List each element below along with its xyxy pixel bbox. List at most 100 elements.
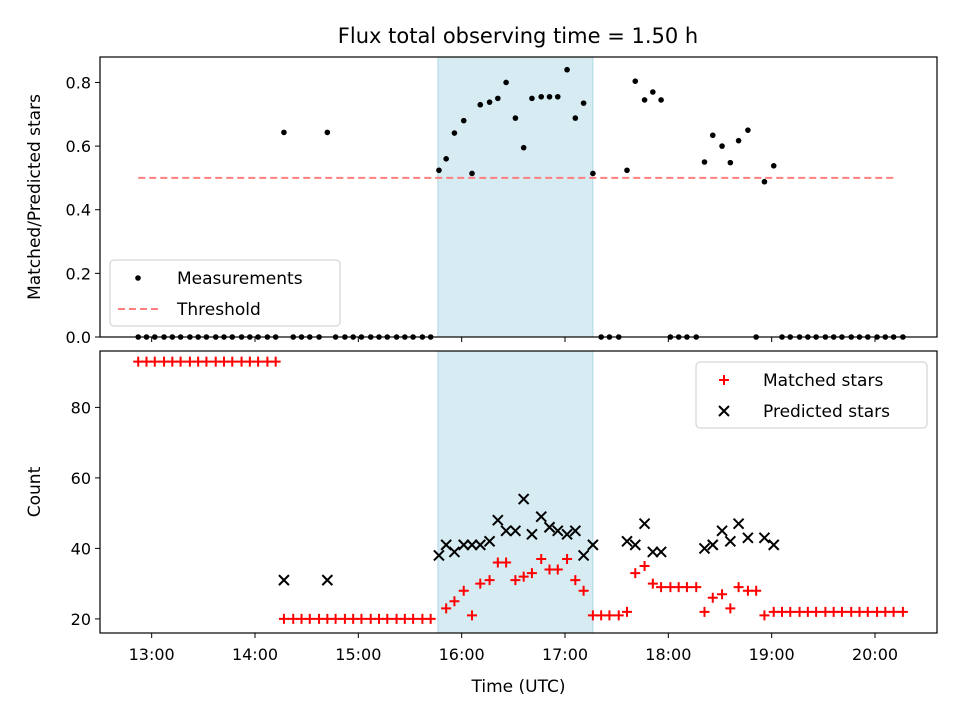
predicted-star-point	[724, 535, 737, 548]
measurement-point	[564, 66, 570, 73]
legend: Matched stars Predicted stars	[695, 361, 928, 429]
predicted-star-point	[433, 549, 445, 562]
matched-star-point	[691, 582, 702, 593]
matched-star-point	[888, 606, 899, 617]
y-axis-label: Count	[25, 466, 45, 517]
predicted-star-point	[621, 535, 633, 548]
matched-star-point	[253, 356, 264, 367]
matched-star-point	[785, 606, 796, 617]
matched-star-point	[408, 613, 419, 624]
measurement-point	[546, 93, 553, 100]
measurement-point	[701, 159, 708, 165]
measurement-point	[745, 127, 751, 133]
measurement-point	[719, 143, 725, 149]
x-tick-label: 14:00	[232, 645, 278, 664]
measurement-point	[650, 89, 656, 95]
matched-star-point	[330, 613, 341, 624]
predicted-star-point	[561, 528, 573, 541]
measurement-point	[436, 167, 442, 174]
bottom-panel-counts: 20 40 60 80 13:00 14:00 15:00 16:00 17:00 18:00 19…	[25, 350, 938, 697]
measurement-point	[520, 144, 527, 151]
predicted-star-point	[698, 542, 711, 555]
predicted-star-point	[278, 574, 290, 586]
predicted-star-point	[577, 549, 590, 562]
measurement-point	[554, 93, 561, 100]
matched-star-point	[639, 561, 650, 572]
predicted-star-point	[535, 510, 547, 523]
measurement-point	[324, 129, 331, 136]
predicted-star-point	[492, 514, 504, 526]
matched-star-point	[699, 606, 710, 617]
x-tick-label: 20:00	[852, 645, 898, 664]
predicted-star-point	[647, 546, 659, 558]
matched-star-point	[304, 613, 315, 624]
matched-star-point	[578, 585, 589, 596]
predicted-star-point	[321, 574, 334, 586]
matched-star-point	[725, 603, 736, 614]
matched-star-point	[467, 610, 477, 621]
measurement-point	[624, 167, 630, 174]
matched-star-point	[897, 606, 908, 617]
highlight-span	[437, 56, 594, 338]
predicted-star-point	[458, 539, 470, 551]
y-tick-label: 0.8	[66, 73, 91, 92]
predicted-star-point	[509, 525, 522, 537]
measurement-point	[590, 170, 596, 177]
x-tick-label: 18:00	[645, 645, 691, 664]
measurement-point	[469, 170, 475, 177]
measurement-point	[658, 97, 664, 103]
predicted-star-point	[587, 539, 599, 551]
predicted-star-point	[758, 532, 771, 544]
legend-label: Measurements	[177, 269, 303, 289]
y-tick-label: 0.6	[66, 137, 91, 156]
x-axis-label: Time (UTC)	[471, 677, 566, 697]
matched-star-point	[227, 356, 238, 367]
measurement-point	[735, 137, 742, 144]
matched-star-point	[811, 606, 822, 617]
matched-star-point	[149, 356, 160, 367]
matched-star-point	[425, 613, 436, 624]
matched-star-point	[441, 603, 452, 614]
y-tick-label: 60	[71, 469, 91, 488]
matched-star-point	[681, 582, 692, 593]
matched-star-point	[518, 571, 529, 582]
matched-star-point	[449, 596, 460, 607]
legend-box	[695, 361, 928, 429]
measurement-point	[529, 95, 535, 102]
matched-star-point	[175, 356, 186, 367]
predicted-star-point	[638, 518, 651, 530]
predicted-star-point	[500, 525, 512, 537]
y-tick-label: 0.2	[66, 264, 91, 283]
legend-plus-marker	[719, 375, 729, 385]
measurement-point	[770, 163, 777, 169]
legend: Measurements Threshold	[109, 259, 341, 327]
legend-x-marker	[718, 405, 730, 417]
chart-title: Flux total observing time = 1.50 h	[338, 24, 698, 48]
matched-star-point	[562, 553, 573, 564]
matched-star-point	[570, 575, 581, 586]
measurement-point	[512, 115, 519, 121]
x-tick-label: 16:00	[439, 645, 485, 664]
y-tick-label: 40	[71, 539, 91, 558]
matched-star-point	[552, 564, 563, 575]
matched-star-point	[707, 592, 718, 603]
matched-star-point	[270, 356, 281, 367]
matched-star-point	[759, 610, 770, 621]
legend-box	[109, 259, 341, 327]
x-tick-label: 15:00	[335, 645, 381, 664]
measurement-point	[451, 130, 458, 136]
measurement-point	[641, 97, 648, 103]
matched-star-point	[862, 606, 873, 617]
measurement-point	[761, 178, 768, 185]
measurement-point	[495, 95, 501, 102]
measurement-point	[727, 159, 734, 166]
predicted-star-point	[742, 532, 754, 544]
x-tick-label: 13:00	[129, 645, 175, 664]
x-tick-label: 17:00	[542, 645, 588, 664]
matched-star-point	[510, 575, 521, 586]
y-tick-label: 0.4	[66, 201, 91, 220]
predicted-star-point	[483, 535, 496, 548]
measurement-point	[709, 132, 716, 139]
measurement-point	[632, 78, 639, 84]
series-layer	[133, 356, 908, 624]
